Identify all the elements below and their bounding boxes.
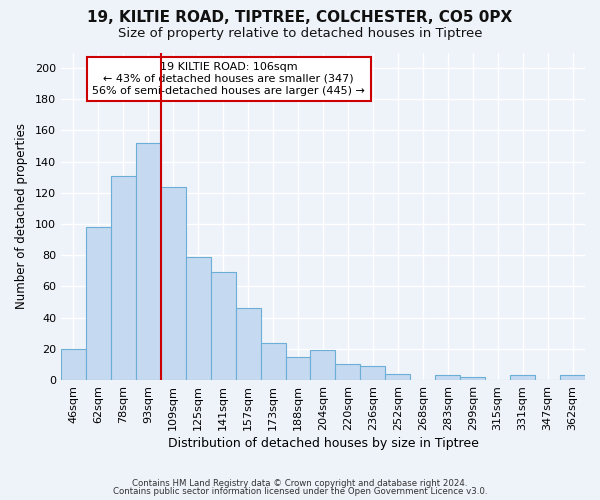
Bar bbox=[111, 176, 136, 380]
Bar bbox=[460, 377, 485, 380]
Bar bbox=[136, 143, 161, 380]
Bar bbox=[61, 349, 86, 380]
Bar bbox=[236, 308, 260, 380]
Bar bbox=[560, 376, 585, 380]
Text: Contains public sector information licensed under the Open Government Licence v3: Contains public sector information licen… bbox=[113, 487, 487, 496]
Bar bbox=[435, 376, 460, 380]
Bar bbox=[86, 227, 111, 380]
Text: 19, KILTIE ROAD, TIPTREE, COLCHESTER, CO5 0PX: 19, KILTIE ROAD, TIPTREE, COLCHESTER, CO… bbox=[88, 10, 512, 25]
Bar bbox=[510, 376, 535, 380]
Bar bbox=[286, 356, 310, 380]
Bar bbox=[260, 342, 286, 380]
Y-axis label: Number of detached properties: Number of detached properties bbox=[15, 124, 28, 310]
Bar bbox=[186, 257, 211, 380]
Text: Contains HM Land Registry data © Crown copyright and database right 2024.: Contains HM Land Registry data © Crown c… bbox=[132, 478, 468, 488]
Bar bbox=[385, 374, 410, 380]
Bar bbox=[335, 364, 361, 380]
Bar bbox=[161, 186, 186, 380]
X-axis label: Distribution of detached houses by size in Tiptree: Distribution of detached houses by size … bbox=[167, 437, 478, 450]
Bar bbox=[211, 272, 236, 380]
Bar bbox=[361, 366, 385, 380]
Bar bbox=[310, 350, 335, 380]
Text: Size of property relative to detached houses in Tiptree: Size of property relative to detached ho… bbox=[118, 28, 482, 40]
Text: 19 KILTIE ROAD: 106sqm
← 43% of detached houses are smaller (347)
56% of semi-de: 19 KILTIE ROAD: 106sqm ← 43% of detached… bbox=[92, 62, 365, 96]
